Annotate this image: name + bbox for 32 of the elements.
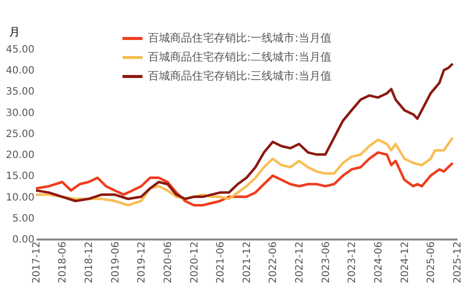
x-tick-label: 2024-06 bbox=[374, 242, 385, 284]
y-tick-label: 5.00 bbox=[12, 213, 34, 224]
y-tick-label: 35.00 bbox=[6, 86, 34, 98]
x-tick-label: 2022-06 bbox=[268, 242, 280, 284]
x-tick-label: 2018-06 bbox=[58, 242, 69, 284]
y-tick-label: 10.00 bbox=[6, 192, 34, 204]
x-tick-label: 2024-12 bbox=[400, 242, 411, 284]
x-tick-label: 2021-06 bbox=[216, 242, 227, 284]
y-tick-label: 20.00 bbox=[6, 150, 34, 162]
y-tick-label: 45.00 bbox=[6, 44, 34, 56]
x-tick-label: 2018-12 bbox=[84, 242, 96, 284]
x-tick-label: 2023-06 bbox=[320, 242, 332, 284]
legend-label: 百城商品住宅存销比:二线城市:当月值 bbox=[148, 50, 332, 64]
x-tick-label: 2021-12 bbox=[242, 242, 253, 284]
y-tick-label: 40.00 bbox=[6, 66, 34, 77]
x-tick-label: 2025-06 bbox=[426, 242, 438, 284]
x-tick-label: 2023-12 bbox=[347, 242, 358, 284]
x-tick-label: 2020-06 bbox=[163, 242, 174, 284]
legend-label: 百城商品住宅存销比:一线城市:当月值 bbox=[148, 32, 332, 44]
legend-label: 百城商品住宅存销比:三线城市:当月值 bbox=[148, 70, 332, 82]
x-tick-label: 2025-12 bbox=[452, 242, 464, 284]
y-tick-label: 30.00 bbox=[6, 108, 34, 119]
x-tick-label: 2022-12 bbox=[294, 242, 306, 284]
y-tick-label: 25.00 bbox=[6, 128, 34, 140]
y-axis-title: 月 bbox=[9, 26, 20, 38]
line-series bbox=[34, 62, 454, 202]
x-tick-label: 2020-12 bbox=[189, 242, 200, 284]
x-tick-label: 2019-06 bbox=[110, 242, 122, 284]
line-series bbox=[34, 151, 454, 206]
x-tick-label: 2017-12 bbox=[32, 242, 42, 284]
x-tick-label: 2019-12 bbox=[136, 242, 148, 284]
y-tick-label: 15.00 bbox=[6, 171, 34, 182]
